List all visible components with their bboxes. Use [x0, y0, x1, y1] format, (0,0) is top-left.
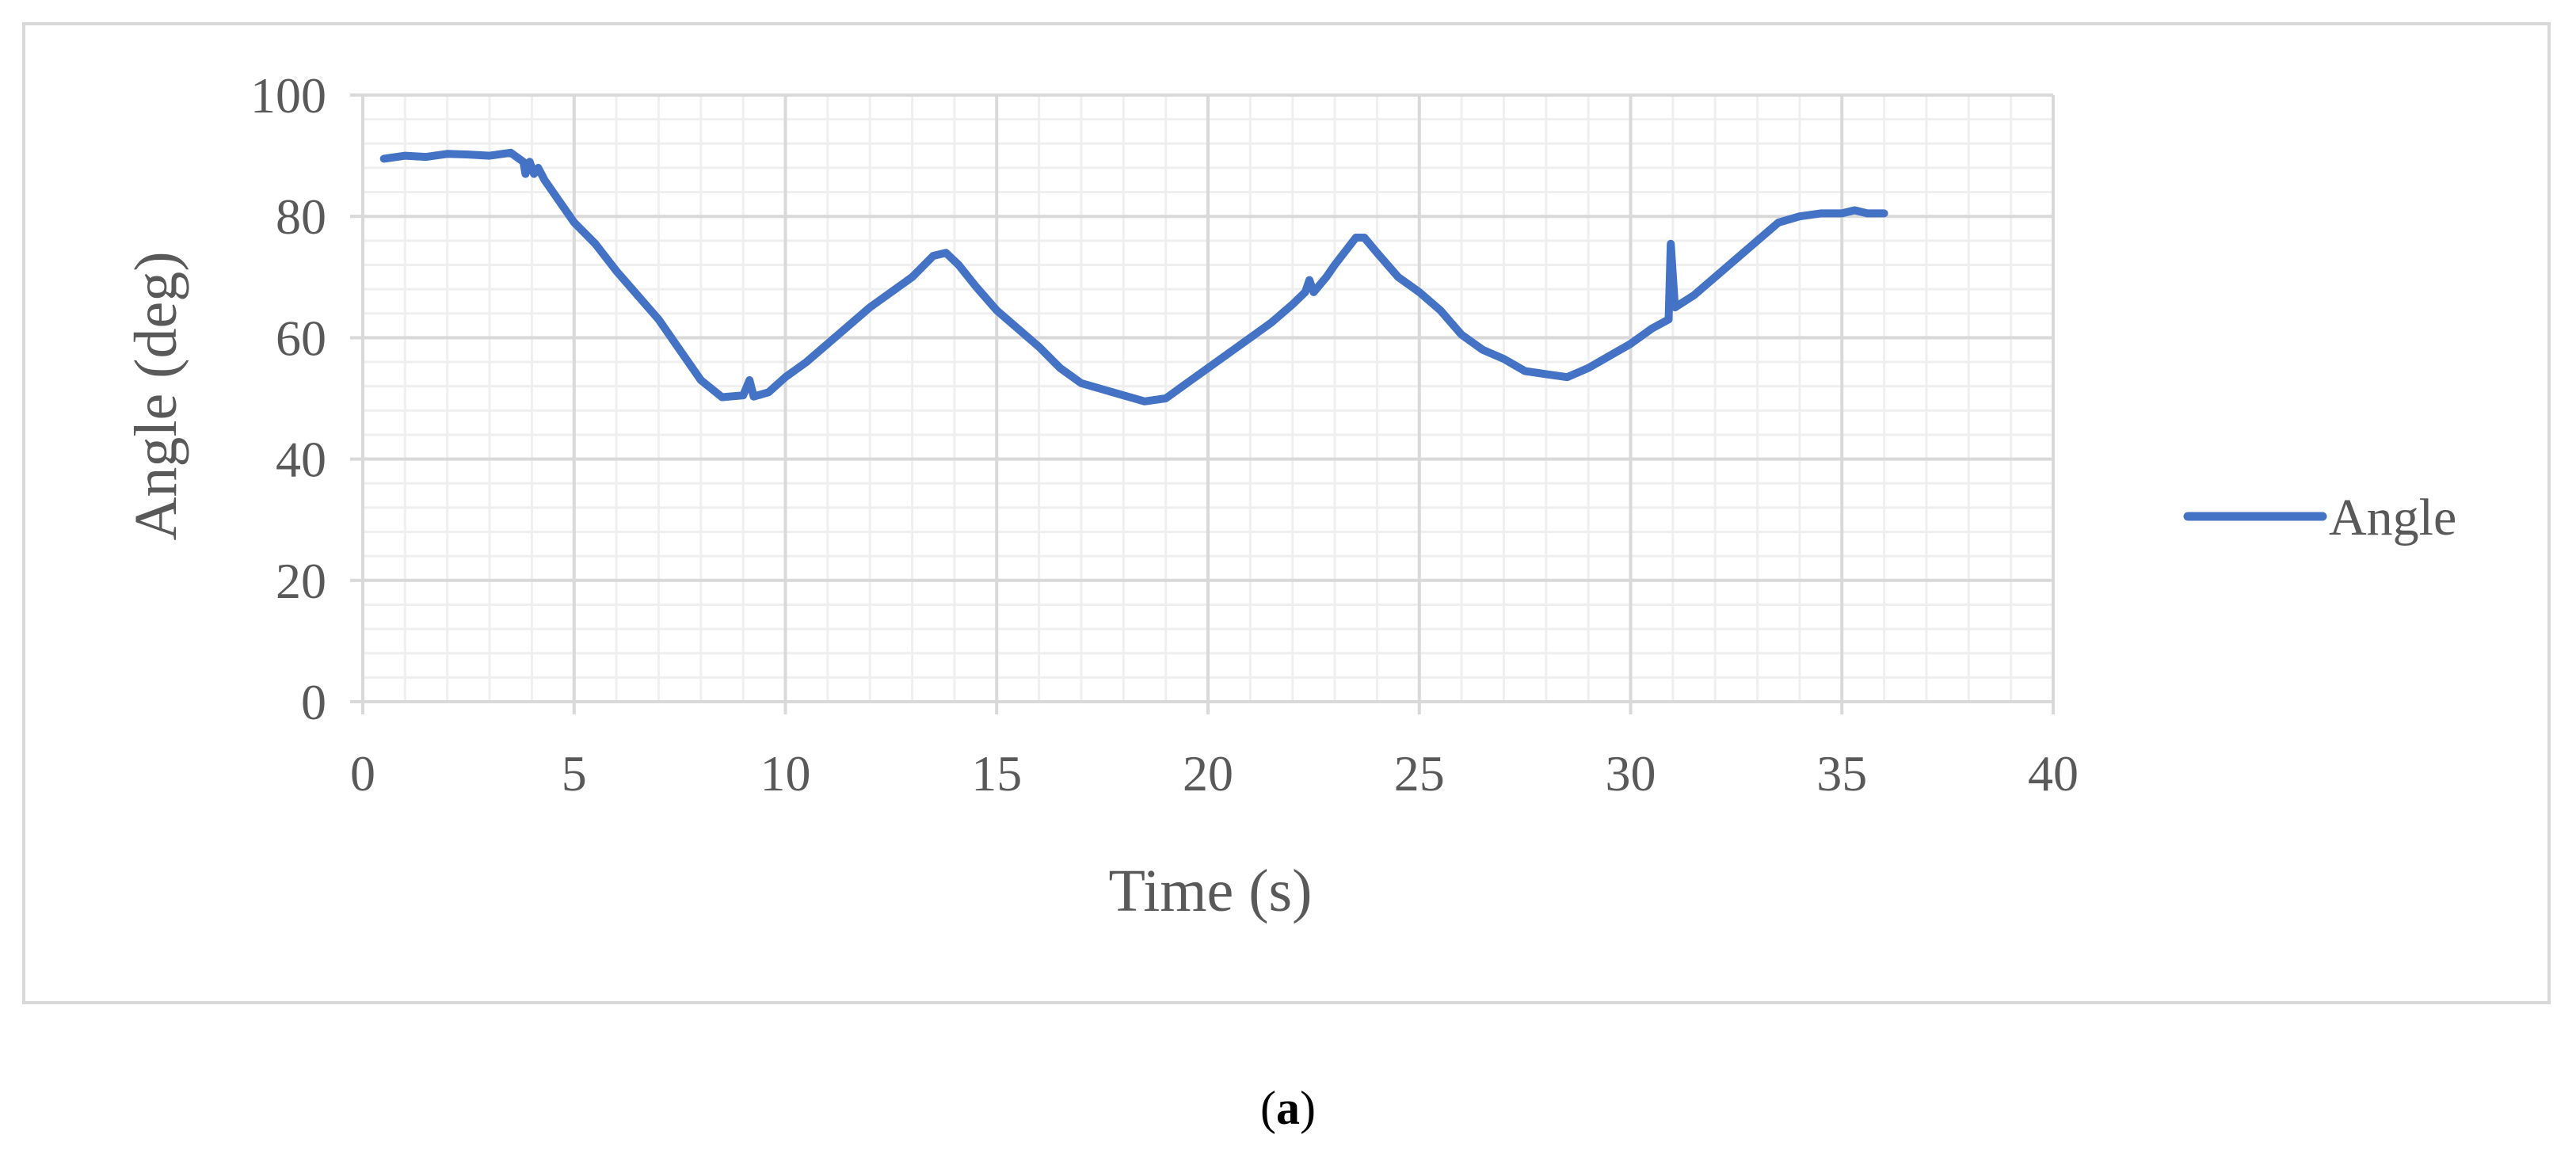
- y-tick-label: 100: [250, 67, 326, 124]
- y-tick-label: 20: [276, 553, 326, 609]
- line-chart: 0 5 10 15 20 25 30 35 40 0 20 40 60 80 100 Time (s) A…: [123, 67, 2456, 924]
- y-tick-label: 0: [301, 674, 326, 730]
- x-tick-label: 25: [1394, 745, 1445, 802]
- x-tick-label: 30: [1606, 745, 1656, 802]
- x-tick-label: 15: [971, 745, 1022, 802]
- x-tick-label: 5: [562, 745, 587, 802]
- axes: [350, 93, 2055, 714]
- series-line-angle: [379, 148, 1888, 406]
- x-tick-label: 20: [1183, 745, 1233, 802]
- series-group: [379, 148, 1888, 406]
- x-tick-label: 35: [1816, 745, 1867, 802]
- x-tick-label: 10: [760, 745, 811, 802]
- y-tick-label: 80: [276, 188, 326, 245]
- legend: Angle: [2183, 489, 2456, 546]
- y-tick-label: 60: [276, 310, 326, 366]
- legend-label-angle: Angle: [2329, 489, 2456, 546]
- y-axis-title: Angle (deg): [123, 251, 189, 540]
- figure-caption: (a): [1260, 1082, 1316, 1134]
- y-axis-tick-labels: 0 20 40 60 80 100: [250, 67, 326, 730]
- y-tick-label: 40: [276, 432, 326, 488]
- x-tick-label: 40: [2028, 745, 2079, 802]
- x-axis-tick-labels: 0 5 10 15 20 25 30 35 40: [350, 745, 2079, 802]
- chart-frame: [22, 22, 2551, 1004]
- caption-letter: a: [1276, 1082, 1300, 1134]
- x-axis-title: Time (s): [1109, 858, 1313, 924]
- x-tick-label: 0: [350, 745, 375, 802]
